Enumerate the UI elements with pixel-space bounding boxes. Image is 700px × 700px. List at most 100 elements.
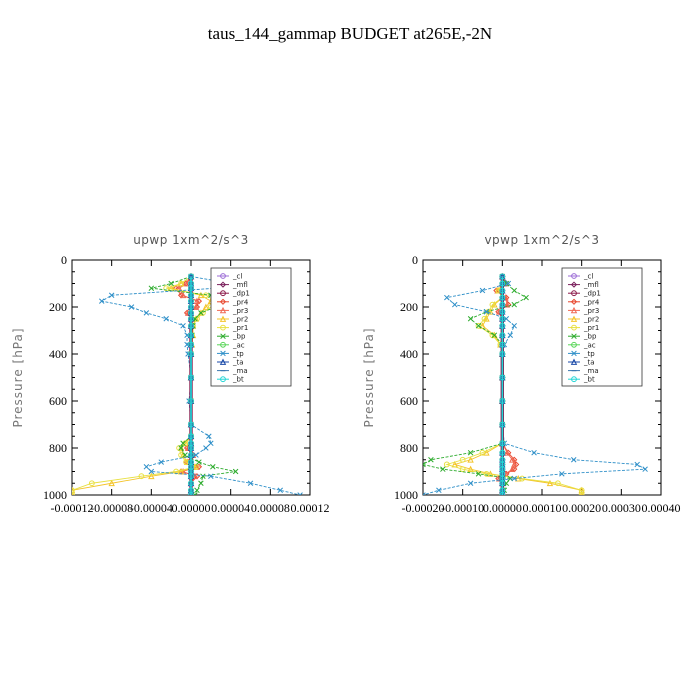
legend-marker [571, 290, 577, 297]
data-point-tp [467, 480, 474, 487]
data-point-pr1 [443, 461, 450, 468]
data-point-tp [208, 473, 214, 479]
x-tick-label: 0.00012 [291, 501, 330, 515]
data-point-bp [440, 466, 446, 472]
legend-label: _pr3 [583, 307, 599, 315]
y-tick-label: 0 [61, 253, 67, 267]
data-point-tp [208, 440, 214, 447]
data-point-pr3 [179, 291, 187, 299]
data-point-bp [198, 310, 204, 316]
data-point-bp [511, 301, 517, 308]
data-point-tp [531, 449, 537, 456]
legend-box [210, 267, 292, 387]
y-tick-label: 1000 [43, 488, 67, 502]
legend-label: _pr2 [232, 316, 248, 324]
data-point-pr3 [509, 465, 516, 473]
data-point-bp [232, 468, 239, 475]
data-point-bt [499, 492, 506, 495]
legend-marker [219, 306, 227, 314]
data-point-bt [188, 292, 194, 299]
data-point-pr3 [503, 301, 511, 308]
data-point-pr2 [467, 465, 474, 473]
data-point-tp [511, 323, 517, 329]
data-point-pr2 [108, 479, 115, 487]
data-point-pr1 [163, 285, 170, 292]
legend-label: _pr2 [583, 316, 599, 324]
data-point-pr1 [138, 473, 145, 480]
data-point-bt [188, 492, 194, 495]
y-tick-label: 800 [49, 441, 67, 455]
data-point-bp [194, 487, 200, 494]
data-point-bp [198, 480, 204, 487]
data-point-tp [148, 468, 155, 475]
data-point-bp [178, 445, 184, 451]
data-point-tp [203, 445, 209, 451]
legend-label: _pr3 [232, 307, 248, 315]
x-tick-label: -0.00010 [441, 501, 484, 515]
legend-marker [571, 324, 577, 331]
y-tick-label: 800 [400, 441, 418, 455]
x-tick-label: -0.00008 [90, 501, 133, 515]
legend-label: _bp [232, 333, 246, 341]
data-point-bt [188, 298, 194, 305]
chart-panel-2: vpwp 1xm^2/s^3 0 200 400 600 800 1000-0.00020-… [362, 233, 681, 515]
data-point-bt [499, 287, 506, 294]
legend-marker [570, 306, 578, 314]
legend-marker [220, 290, 226, 297]
data-point-tp [642, 466, 648, 472]
legend-marker [220, 333, 226, 339]
data-point-bp [491, 332, 498, 338]
data-point-pr1 [479, 449, 486, 456]
data-point-tp [634, 461, 640, 468]
data-point-tp [206, 433, 212, 440]
series-group [72, 272, 303, 495]
data-point-bt [188, 445, 194, 451]
panel-title: upwp 1xm^2/s^3 [133, 233, 249, 247]
data-point-pr1 [475, 322, 482, 329]
legend-label: _pr1 [232, 324, 248, 332]
legend: _cl_mfl_dp1_pr4_pr3_pr2_pr1_bp_ac_tp_ta_… [561, 267, 643, 387]
data-point-pr2 [202, 303, 210, 310]
legend-label: _cl [583, 273, 593, 281]
legend-label: _pr4 [583, 298, 600, 306]
legend-label: _mfl [583, 281, 599, 289]
data-point-pr1 [578, 492, 585, 495]
data-point-pr1 [554, 480, 561, 487]
legend-marker [570, 358, 578, 365]
data-point-tp [479, 287, 486, 294]
data-point-pr1 [481, 315, 488, 322]
data-point-pr2 [487, 308, 494, 315]
chart-panel-1: upwp 1xm^2/s^302004006008001000-0.00012-… [11, 233, 330, 515]
data-point-bt [188, 398, 194, 404]
data-point-bp [200, 473, 206, 479]
data-point-bt [499, 440, 506, 447]
data-point-tp [108, 292, 115, 299]
data-point-bt [188, 309, 194, 316]
legend-label: _tp [232, 350, 244, 358]
legend-marker [220, 341, 226, 348]
data-point-pr2 [467, 456, 474, 463]
data-point-bt [188, 315, 194, 322]
data-point-bp [196, 459, 202, 465]
legend-label: _bt [232, 376, 244, 384]
x-tick-label: -0.00020 [402, 501, 445, 515]
data-point-bp [467, 315, 474, 322]
y-tick-label: 200 [400, 300, 418, 314]
data-point-tp [444, 294, 450, 301]
data-point-pr1 [88, 480, 95, 487]
legend-label: _dp1 [232, 290, 250, 298]
data-point-tp [505, 280, 512, 287]
legend-marker [571, 376, 577, 383]
legend-label: _ma [583, 367, 599, 375]
data-point-tp [511, 475, 517, 482]
data-point-bt [188, 452, 194, 458]
data-point-tp [297, 492, 303, 495]
legend-label: _ma [232, 367, 248, 375]
panel-title: vpwp 1xm^2/s^3 [484, 233, 599, 247]
data-point-bt [499, 332, 506, 339]
legend-marker [570, 315, 578, 322]
x-tick-label: 0.00000 [172, 501, 211, 515]
data-point-tp [423, 492, 426, 495]
legend-marker [220, 350, 226, 357]
